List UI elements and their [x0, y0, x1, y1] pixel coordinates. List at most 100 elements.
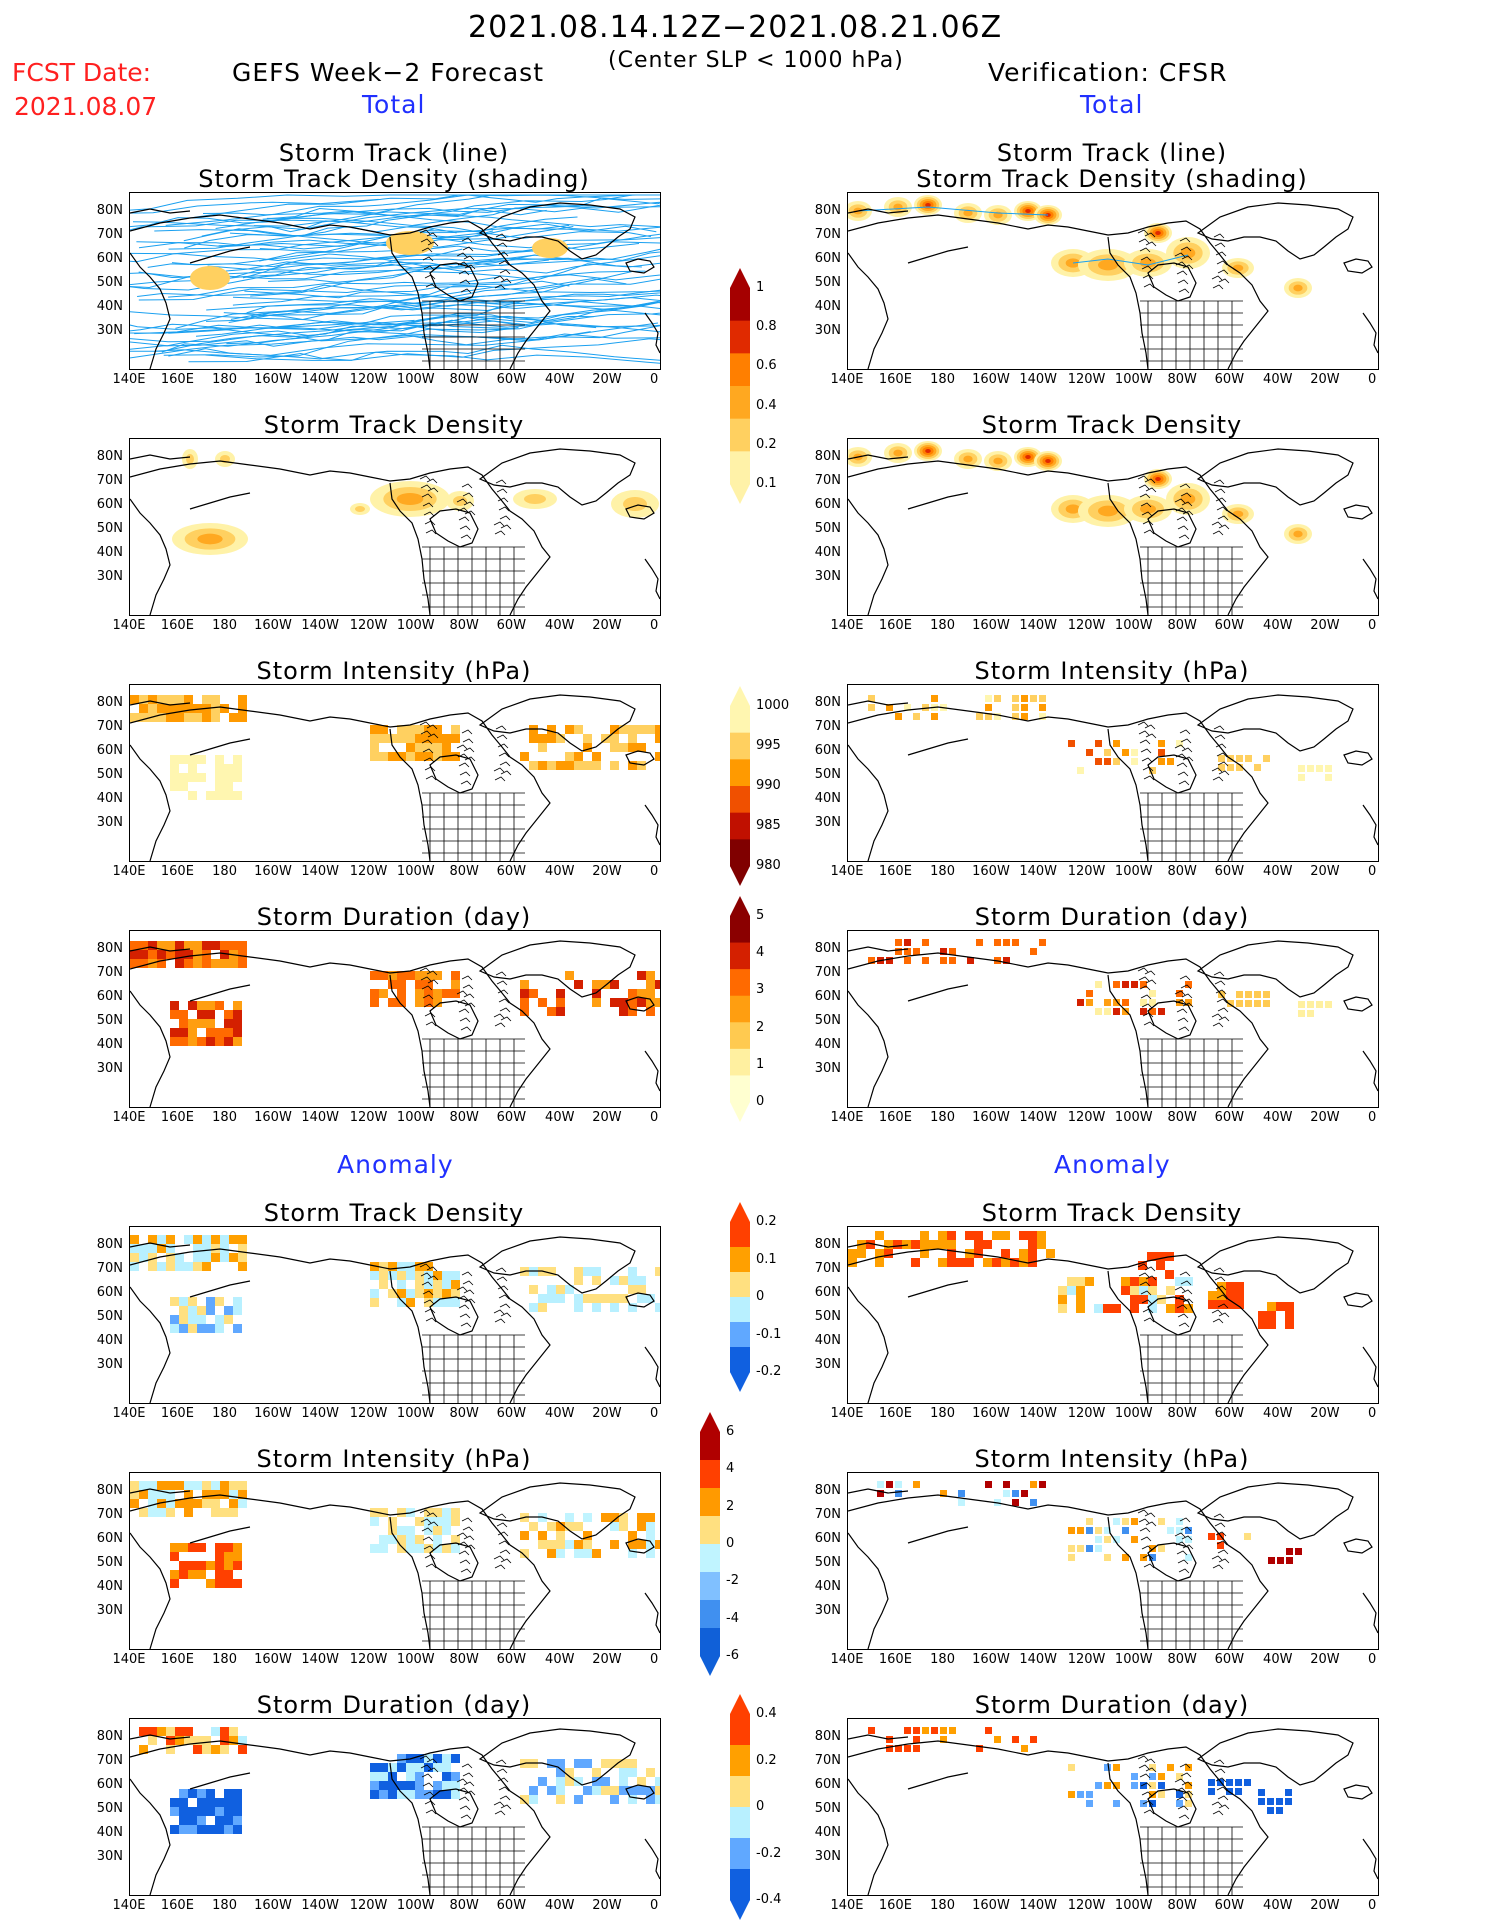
lat-label: 30N [96, 1603, 123, 1618]
lat-label: 30N [814, 1061, 841, 1076]
state-border [459, 525, 471, 531]
grid-cell [1307, 1001, 1314, 1008]
grid-cell [170, 1001, 179, 1010]
grid-cell [229, 1481, 238, 1490]
grid-cell [179, 1306, 188, 1315]
state-border [495, 1759, 507, 1765]
state-border [500, 524, 512, 530]
state-border [426, 1758, 438, 1764]
grid-cell [139, 1745, 148, 1754]
state-border [426, 970, 438, 976]
grid-cell [592, 989, 601, 998]
colorbar-swatch [700, 1432, 720, 1461]
coastline [1343, 504, 1373, 520]
grid-cell [994, 695, 1001, 702]
grid-cell [211, 959, 220, 968]
state-border [1145, 1521, 1157, 1527]
lat-label: 70N [814, 965, 841, 980]
state-border [1143, 529, 1155, 535]
storm-track-line [134, 322, 659, 341]
grid-cell [233, 1579, 242, 1588]
grid-cell [574, 1777, 583, 1786]
grid-cell [433, 1517, 442, 1526]
state-border [1182, 1298, 1194, 1304]
grid-cell [1175, 1295, 1184, 1304]
grid-cell [1076, 1286, 1085, 1295]
state-border [1182, 1790, 1194, 1796]
grid-cell [224, 1561, 233, 1570]
grid-cell [655, 725, 660, 734]
state-border [427, 241, 439, 247]
grid-cell [179, 773, 188, 782]
storm-track-line [184, 209, 547, 249]
grid-cell [1122, 999, 1129, 1006]
grid-cell [424, 725, 433, 734]
grid-cell [379, 1508, 388, 1517]
state-border [1179, 1517, 1191, 1523]
lon-label: 60W [496, 1110, 527, 1125]
grid-cell [1095, 758, 1102, 765]
coastline [389, 974, 431, 1107]
coastline [1362, 1346, 1378, 1388]
state-border [456, 252, 468, 258]
grid-cell [565, 971, 574, 980]
grid-cell [556, 761, 565, 770]
grid-cell [592, 1786, 601, 1795]
lat-label: 60N [96, 497, 123, 512]
state-border [420, 1272, 432, 1278]
state-border [1142, 1308, 1154, 1314]
grid-cell [157, 713, 166, 722]
grid-cell [1267, 1311, 1276, 1320]
grid-cell [157, 695, 166, 704]
grid-cell [1086, 1791, 1093, 1798]
state-border [425, 1317, 437, 1323]
lon-label: 60W [496, 618, 527, 633]
grid-cell [451, 1772, 460, 1781]
state-border [498, 752, 510, 758]
map-layer [848, 1727, 1378, 1895]
density-blob [1025, 455, 1031, 459]
coastline [389, 236, 431, 369]
colorbar-label: 1 [756, 1056, 765, 1072]
lon-label: 120W [349, 1110, 388, 1125]
map-layer [848, 1231, 1378, 1403]
grid-cell [1122, 981, 1129, 988]
panel-title: Storm Track Density [852, 1200, 1372, 1226]
grid-cell [424, 1763, 433, 1772]
grid-cell [556, 1294, 565, 1303]
grid-cell [215, 1001, 224, 1010]
grid-cell [388, 1289, 397, 1298]
grid-cell [130, 1481, 139, 1490]
state-border [1139, 1773, 1151, 1779]
lat-label: 60N [814, 497, 841, 512]
grid-cell [220, 704, 229, 713]
left-total-label: Total [362, 90, 426, 119]
lat-label: 60N [96, 743, 123, 758]
storm-track-line [259, 225, 657, 262]
lon-label: 40W [545, 372, 575, 387]
grid-cell [224, 1816, 233, 1825]
grid-cell [1138, 1261, 1147, 1270]
coastline [1362, 558, 1378, 600]
state-border [1141, 1545, 1153, 1551]
grid-cell [1185, 1800, 1192, 1807]
grid-cell [1185, 1764, 1192, 1771]
lat-label: 60N [96, 1531, 123, 1546]
lon-label: 140E [112, 1406, 146, 1421]
lat-label: 60N [814, 743, 841, 758]
lat-label: 30N [814, 815, 841, 830]
grid-cell [233, 1552, 242, 1561]
grid-cell [929, 1240, 938, 1249]
grid-cell [529, 1285, 538, 1294]
coastline [130, 946, 191, 952]
state-border [423, 1545, 435, 1551]
state-border [460, 1322, 472, 1328]
coastline [625, 1538, 655, 1554]
lat-label: 70N [96, 1261, 123, 1276]
map-layer [130, 940, 660, 1107]
panel-title: Storm Duration (day) [852, 1692, 1372, 1718]
colorbar-swatch [730, 451, 750, 485]
grid-cell [202, 1262, 211, 1271]
density-blob [893, 449, 903, 457]
grid-cell [130, 1253, 139, 1262]
